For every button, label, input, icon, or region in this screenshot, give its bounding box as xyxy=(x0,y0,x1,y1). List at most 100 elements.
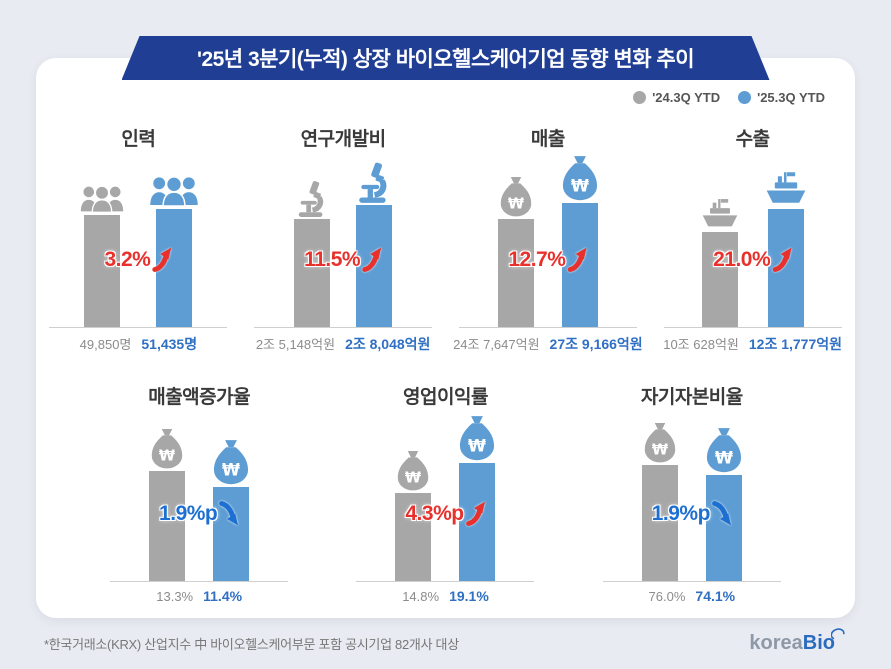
value-2024: 24조 7,647억원 xyxy=(453,337,540,352)
panel-매출액증가율: 매출액증가율 ₩ ₩ 1.9%p 13.3% 11.4% xyxy=(76,382,322,604)
panel-자기자본비율: 자기자본비율 ₩ ₩ 1.9%p 76.0% 74.1% xyxy=(569,382,815,604)
bar-group-2025: ₩ xyxy=(212,440,250,581)
bar-2024 xyxy=(701,232,738,327)
bar-group-2024: ₩ xyxy=(497,176,535,327)
change-label: 21.0% xyxy=(713,246,792,273)
bar-group-2025 xyxy=(150,176,199,327)
legend-label-2024: '24.3Q YTD xyxy=(652,90,721,105)
logo-text-bio: Bio xyxy=(802,632,835,654)
panel-title: 매출 xyxy=(530,129,565,150)
panel-title: 영업이익률 xyxy=(403,387,488,408)
bar-group-2025: ₩ xyxy=(458,416,496,581)
panel-영업이익률: 영업이익률 ₩ ₩ 4.3%p 14.8% 19.1% xyxy=(322,382,568,604)
money-bag-icon: ₩ xyxy=(641,422,679,464)
svg-text:₩: ₩ xyxy=(508,196,524,213)
legend-dot-blue xyxy=(738,91,752,104)
panel-수출: 수출 21.0% 10조 628억원 12조 1,777억원 xyxy=(650,124,855,354)
value-2025: 74.1% xyxy=(695,588,736,604)
svg-text:₩: ₩ xyxy=(159,448,175,465)
legend-item-2025: '25.3Q YTD xyxy=(738,90,825,105)
baseline xyxy=(356,581,535,582)
change-value: 21.0% xyxy=(713,247,771,271)
bar-2024 xyxy=(497,219,534,327)
change-value: 4.3%p xyxy=(405,501,464,525)
bar-2025 xyxy=(356,205,393,327)
bar-group-2024 xyxy=(700,198,740,327)
money-bag-icon: ₩ xyxy=(561,156,599,202)
change-label: 4.3%p xyxy=(405,500,485,527)
legend-label-2025: '25.3Q YTD xyxy=(757,90,825,105)
panel-title: 매출액증가율 xyxy=(148,387,251,408)
change-value: 1.9%p xyxy=(159,501,218,525)
trend-up-arrow-icon xyxy=(152,246,172,273)
bar-area: 3.2% xyxy=(53,155,223,327)
panel-title: 연구개발비 xyxy=(300,129,386,150)
ship-icon xyxy=(766,172,806,208)
money-bag-icon: ₩ xyxy=(212,440,250,486)
value-2024: 10조 628억원 xyxy=(663,337,739,352)
title-banner: '25년 3분기(누적) 상장 바이오헬스케어기업 동향 변화 추이 xyxy=(122,36,770,80)
bar-group-2024 xyxy=(79,184,125,327)
legend: '24.3Q YTD '25.3Q YTD xyxy=(633,90,825,105)
footnote: *한국거래소(KRX) 산업지수 中 바이오헬스케어부문 포함 공시기업 82개… xyxy=(44,637,459,652)
baseline xyxy=(110,581,289,582)
page-title: '25년 3분기(누적) 상장 바이오헬스케어기업 동향 변화 추이 xyxy=(196,48,695,71)
microscope-icon xyxy=(357,162,391,204)
top-row: 인력 3.2% 49,850명 51,435명 연구개발비 xyxy=(36,124,855,354)
bar-2024 xyxy=(641,465,678,581)
people-icon xyxy=(150,176,199,208)
panel-title: 자기자본비율 xyxy=(640,387,743,408)
bar-area: ₩ ₩ 4.3%p xyxy=(360,413,530,581)
values: 10조 628억원 12조 1,777억원 xyxy=(663,334,842,354)
values: 2조 5,148억원 2조 8,048억원 xyxy=(256,334,431,354)
money-bag-icon: ₩ xyxy=(148,428,186,470)
bar-area: 21.0% xyxy=(668,155,838,327)
change-value: 12.7% xyxy=(508,247,566,271)
value-2024: 76.0% xyxy=(648,589,686,604)
svg-text:₩: ₩ xyxy=(222,460,240,479)
bar-group-2025: ₩ xyxy=(705,428,743,581)
bar-2025 xyxy=(213,487,250,581)
value-2024: 14.8% xyxy=(402,589,440,604)
values: 49,850명 51,435명 xyxy=(80,334,197,354)
logo-text-korea: korea xyxy=(749,632,803,654)
panel-연구개발비: 연구개발비 11.5% 2조 5,148억원 2조 8,048억원 xyxy=(241,124,446,354)
trend-up-arrow-icon xyxy=(772,246,792,273)
value-2024: 2조 5,148억원 xyxy=(255,337,336,352)
bar-area: ₩ ₩ 12.7% xyxy=(463,155,633,327)
values: 14.8% 19.1% xyxy=(402,588,489,604)
money-bag-icon: ₩ xyxy=(497,176,535,218)
baseline xyxy=(254,327,433,328)
baseline xyxy=(49,327,228,328)
values: 76.0% 74.1% xyxy=(649,588,736,604)
bar-group-2024: ₩ xyxy=(641,422,679,581)
values: 24조 7,647억원 27조 9,166억원 xyxy=(453,334,643,354)
panel-title: 인력 xyxy=(121,129,156,150)
value-2024: 13.3% xyxy=(156,589,194,604)
money-bag-icon: ₩ xyxy=(705,428,743,474)
trend-down-arrow-icon xyxy=(219,500,239,527)
baseline xyxy=(602,581,781,582)
ship-icon xyxy=(700,198,740,231)
trend-up-arrow-icon xyxy=(567,246,587,273)
change-label: 1.9%p xyxy=(159,500,239,527)
trend-up-arrow-icon xyxy=(362,246,382,273)
money-bag-icon: ₩ xyxy=(458,416,496,462)
bar-2024 xyxy=(294,219,331,327)
bar-area: 11.5% xyxy=(258,155,428,327)
value-2025: 11.4% xyxy=(203,588,243,604)
bottom-row: 매출액증가율 ₩ ₩ 1.9%p 13.3% 11.4% 영업이익률 ₩ xyxy=(36,382,855,604)
panel-title: 수출 xyxy=(735,129,770,150)
baseline xyxy=(663,327,842,328)
legend-item-2024: '24.3Q YTD xyxy=(633,90,720,105)
money-bag-icon: ₩ xyxy=(394,450,432,492)
svg-text:₩: ₩ xyxy=(468,436,486,455)
bar-2024 xyxy=(84,215,121,327)
value-2025: 27조 9,166억원 xyxy=(549,336,643,352)
bar-area: ₩ ₩ 1.9%p xyxy=(114,413,284,581)
footer: *한국거래소(KRX) 산업지수 中 바이오헬스케어부문 포함 공시기업 82개… xyxy=(44,628,847,655)
values: 13.3% 11.4% xyxy=(156,588,242,604)
bar-group-2024: ₩ xyxy=(394,450,432,581)
svg-text:₩: ₩ xyxy=(571,176,589,195)
bar-group-2025 xyxy=(356,162,393,327)
